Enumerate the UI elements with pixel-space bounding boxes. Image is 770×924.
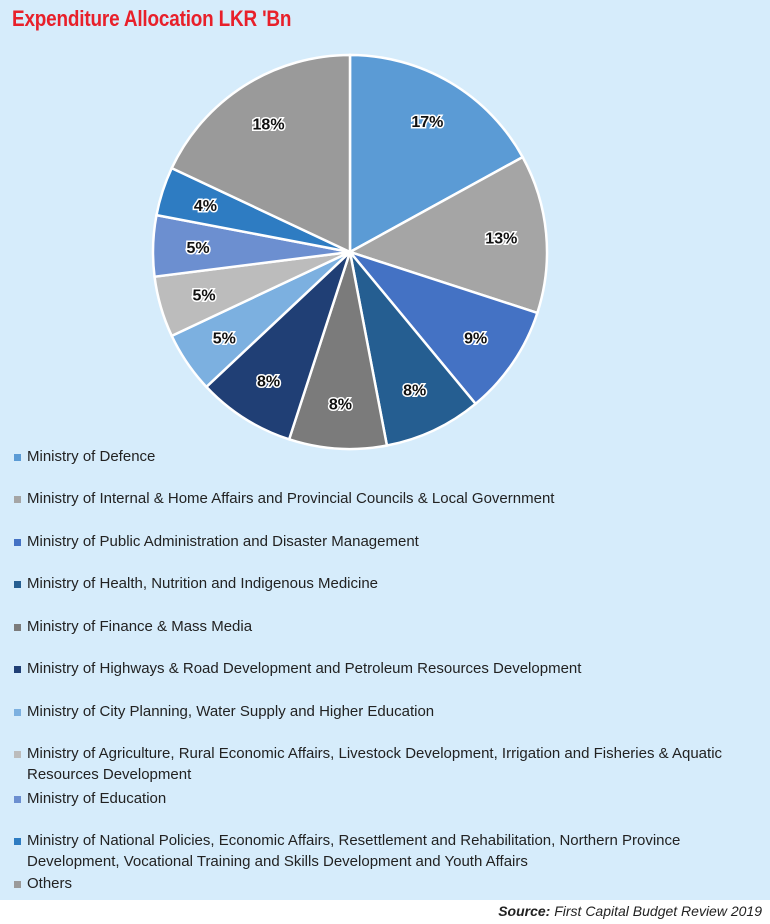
- legend-label: Ministry of Highways & Road Development …: [27, 660, 582, 677]
- legend-label: Ministry of Agriculture, Rural Economic …: [27, 745, 723, 783]
- pie-slice-4: [348, 251, 478, 447]
- legend-swatch: [14, 539, 21, 546]
- slice-label-9: 5%: [187, 240, 210, 257]
- source-label: Source:: [498, 903, 551, 919]
- legend-item-7: Ministry of City Planning, Water Supply …: [12, 701, 762, 722]
- pie-slice-1: [348, 53, 525, 255]
- legend-swatch: [14, 709, 21, 716]
- legend-label: Others: [27, 875, 73, 892]
- source-note: Source: First Capital Budget Review 2019: [498, 903, 762, 919]
- legend-swatch: [14, 838, 21, 845]
- legend-swatch: [14, 581, 21, 588]
- legend-swatch: [14, 881, 21, 888]
- slice-label-4: 8%: [403, 383, 426, 400]
- legend-item-11: Others: [12, 873, 762, 894]
- legend-swatch: [14, 796, 21, 803]
- legend-item-9: Ministry of Education: [12, 788, 762, 809]
- slice-label-1: 17%: [411, 114, 443, 131]
- legend-label: Ministry of Health, Nutrition and Indige…: [27, 575, 379, 592]
- legend-item-4: Ministry of Health, Nutrition and Indige…: [12, 573, 762, 594]
- legend-label: Ministry of National Policies, Economic …: [27, 832, 681, 870]
- legend-swatch: [14, 751, 21, 758]
- pie-slice-5: [287, 251, 389, 451]
- legend-label: Ministry of City Planning, Water Supply …: [27, 703, 435, 720]
- legend-label: Ministry of Defence: [27, 448, 156, 465]
- legend-item-10: Ministry of National Policies, Economic …: [12, 830, 762, 872]
- legend-label: Ministry of Education: [27, 790, 167, 807]
- pie-slice-11: [170, 53, 352, 254]
- slice-label-6: 8%: [257, 373, 280, 390]
- slice-label-10: 4%: [194, 198, 217, 215]
- chart-title: Expenditure Allocation LKR 'Bn: [12, 6, 292, 31]
- legend-item-2: Ministry of Internal & Home Affairs and …: [12, 488, 762, 509]
- slice-label-2: 13%: [485, 231, 517, 248]
- legend-item-5: Ministry of Finance & Mass Media: [12, 616, 762, 637]
- legend-label: Ministry of Internal & Home Affairs and …: [27, 490, 555, 507]
- source-text: First Capital Budget Review 2019: [554, 903, 762, 919]
- legend-label: Ministry of Public Administration and Di…: [27, 533, 419, 550]
- pie-slice-2: [346, 155, 549, 315]
- legend-label: Ministry of Finance & Mass Media: [27, 618, 253, 635]
- legend-swatch: [14, 666, 21, 673]
- slice-label-11: 18%: [253, 117, 285, 134]
- pie-slice-3: [346, 249, 539, 406]
- legend-swatch: [14, 454, 21, 461]
- legend-swatch: [14, 496, 21, 503]
- pie-slice-6: [204, 251, 352, 441]
- legend-swatch: [14, 624, 21, 631]
- slice-label-7: 5%: [213, 330, 236, 347]
- legend-item-3: Ministry of Public Administration and Di…: [12, 531, 762, 552]
- legend-item-6: Ministry of Highways & Road Development …: [12, 658, 762, 679]
- chart-panel: Expenditure Allocation LKR 'Bn 17% 13% 9% 8…: [0, 0, 770, 900]
- slice-label-5: 8%: [329, 397, 352, 414]
- legend-item-1: Ministry of Defence: [12, 446, 762, 467]
- slice-label-8: 5%: [192, 287, 215, 304]
- legend-item-8: Ministry of Agriculture, Rural Economic …: [12, 743, 762, 785]
- slice-label-3: 9%: [464, 330, 487, 347]
- pie-chart: 17% 13% 9% 8% 8% 8% 5% 5% 5% 4% 18%: [151, 53, 549, 451]
